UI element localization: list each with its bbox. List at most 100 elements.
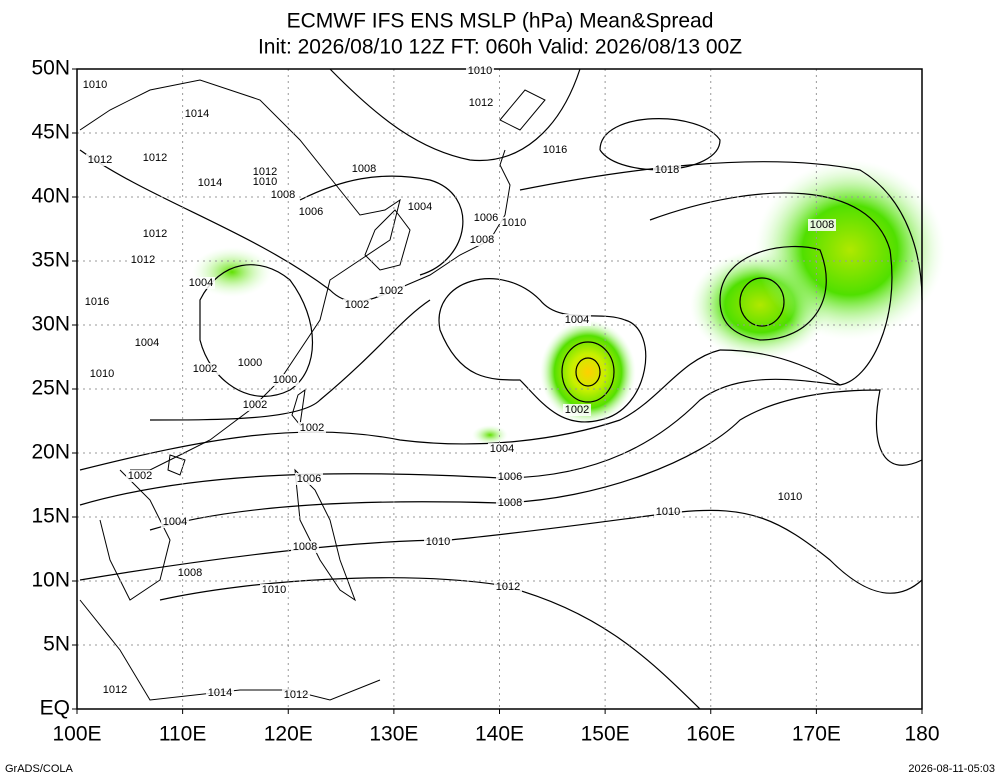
contour-label-bg — [424, 536, 452, 548]
isobar — [199, 264, 314, 397]
contour-label: 1010 — [83, 79, 107, 91]
contour-label: 1012 — [253, 166, 277, 178]
isobar — [739, 277, 785, 327]
footer-right: 2026-08-11-05:03 — [908, 763, 995, 775]
contour-label: 1012 — [88, 154, 112, 166]
contour-label-bg — [406, 201, 434, 213]
isobar — [299, 175, 464, 276]
lat-tick-label: 25N — [31, 377, 70, 400]
contour-label-bg — [466, 65, 494, 77]
coastlines — [79, 79, 546, 701]
contour-label: 1004 — [189, 277, 213, 289]
contour-label: 1010 — [468, 65, 492, 77]
lon-tick-label: 140E — [475, 723, 524, 746]
contour-label-bg — [86, 154, 114, 166]
contour-label: 1010 — [778, 491, 802, 503]
contour-label: 1008 — [810, 219, 834, 231]
spread-blob — [540, 320, 636, 424]
contour-label-bg — [295, 473, 323, 485]
contour-label: 1012 — [496, 581, 520, 593]
contour-label-bg — [343, 299, 371, 311]
contour-label-bg — [563, 314, 591, 326]
contour-label-bg — [260, 584, 288, 596]
contour-label-bg — [467, 97, 495, 109]
contour-label: 1004 — [565, 314, 589, 326]
contour-label: 1008 — [271, 189, 295, 201]
contour-label-bg — [187, 277, 215, 289]
lon-tick-label: 100E — [52, 723, 101, 746]
contour-label-bg — [541, 144, 569, 156]
contour-label-bg — [191, 363, 219, 375]
contour-label-bg — [494, 581, 522, 593]
isobar — [329, 68, 581, 162]
isobar — [438, 278, 647, 423]
contour-label-bg — [282, 689, 310, 701]
contour-label-bg — [808, 219, 836, 231]
contour-label: 1002 — [379, 285, 403, 297]
isobar — [159, 577, 701, 710]
contour-label: 1010 — [90, 368, 114, 380]
contour-label-bg — [350, 163, 378, 175]
contour-label-bg — [161, 516, 189, 528]
contour-label: 1004 — [408, 201, 432, 213]
graticule — [76, 68, 923, 710]
contour-label-bg — [563, 404, 591, 416]
isobars — [79, 68, 923, 710]
contour-label-bg — [298, 422, 326, 434]
spread-blob — [192, 247, 272, 297]
contour-label-bg — [776, 491, 804, 503]
coastline — [99, 469, 171, 601]
isobar — [519, 161, 923, 301]
spread-shading — [192, 160, 945, 445]
contour-label-bg — [496, 497, 524, 509]
contour-label-bg — [271, 374, 299, 386]
isobar — [79, 509, 923, 594]
coastline — [499, 89, 546, 131]
contour-label-bg — [500, 217, 528, 229]
contour-label: 1010 — [253, 176, 277, 188]
lon-tick-label: 160E — [686, 723, 735, 746]
contour-label-bg — [129, 254, 157, 266]
contour-label: 1014 — [185, 108, 209, 120]
lon-tick-label: 170E — [792, 723, 841, 746]
lon-tick-label: 130E — [369, 723, 418, 746]
lat-tick-label: 30N — [31, 313, 70, 336]
contour-label: 1006 — [299, 206, 323, 218]
coastline — [79, 599, 381, 701]
contour-label: 1008 — [498, 497, 522, 509]
contour-label: 1014 — [198, 177, 222, 189]
contour-label: 1012 — [131, 254, 155, 266]
footer-left: GrADS/COLA — [5, 763, 74, 775]
contour-label-bg — [297, 206, 325, 218]
isobar — [575, 357, 601, 387]
lat-tick-label: 35N — [31, 249, 70, 272]
isobar — [79, 378, 841, 506]
contour-label: 1004 — [135, 337, 159, 349]
contour-label-bg — [133, 337, 161, 349]
lat-tick-label: 15N — [31, 505, 70, 528]
contour-label-bg — [241, 399, 269, 411]
contour-label: 1012 — [143, 152, 167, 164]
contour-label-bg — [126, 470, 154, 482]
spread-blob — [755, 160, 945, 340]
contour-label: 1018 — [655, 164, 679, 176]
lat-tick-label: 50N — [31, 57, 70, 80]
contour-label-bg — [291, 541, 319, 553]
contour-label-bg — [88, 368, 116, 380]
lat-tick-label: 10N — [31, 569, 70, 592]
contour-label-bg — [653, 164, 681, 176]
lat-tick-label: 5N — [43, 633, 70, 656]
contour-label-bg — [81, 79, 109, 91]
coastline — [167, 454, 186, 476]
lon-tick-label: 180 — [904, 723, 939, 746]
isobar — [719, 245, 827, 341]
contour-label: 1012 — [103, 684, 127, 696]
subtitle: Init: 2026/08/10 12Z FT: 060h Valid: 202… — [258, 36, 742, 59]
contour-label: 1016 — [85, 296, 109, 308]
contour-label: 1010 — [262, 584, 286, 596]
lat-tick-label: 45N — [31, 121, 70, 144]
isobar — [649, 192, 893, 386]
isobar — [149, 389, 923, 531]
contour-label: 1002 — [565, 404, 589, 416]
